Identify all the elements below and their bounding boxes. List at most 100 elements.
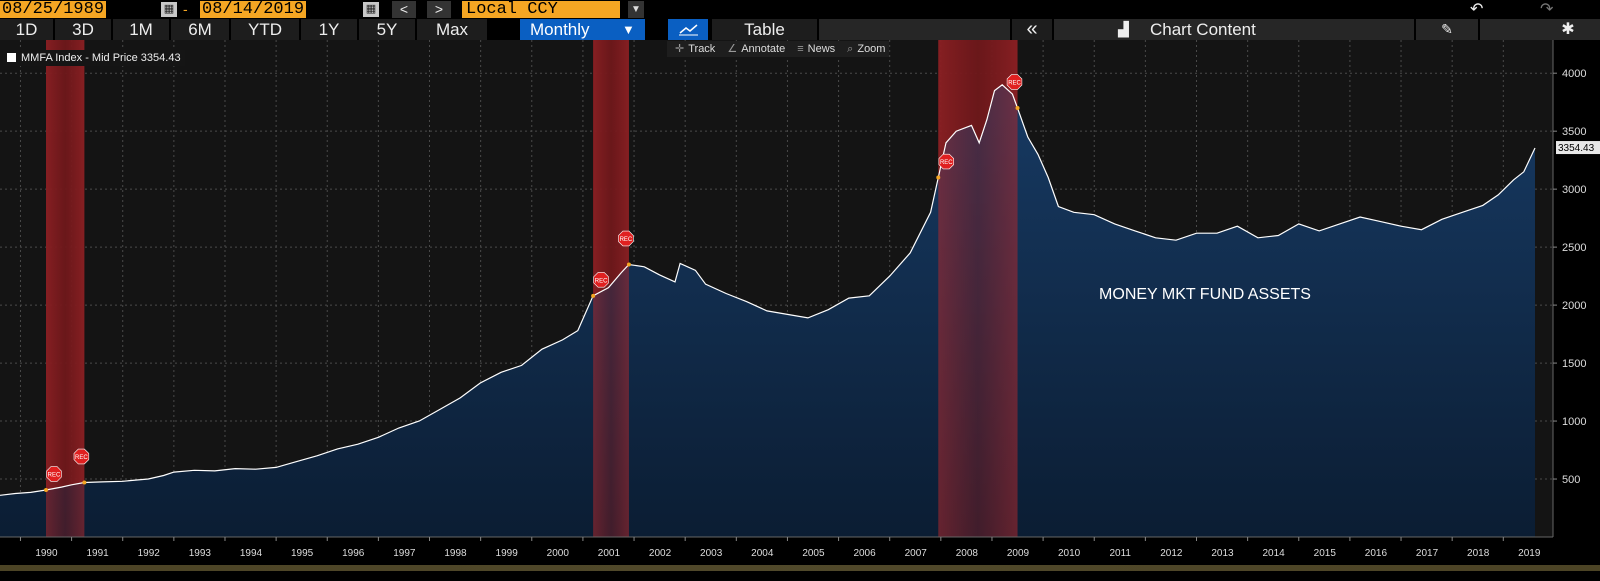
x-tick-label: 2014 — [1263, 548, 1286, 559]
recession-marker-label: REC — [75, 455, 88, 461]
track-icon: ✛ — [675, 43, 685, 55]
recession-marker — [618, 230, 634, 247]
series-line — [0, 84, 1536, 496]
last-value-label: 3354.43 — [1558, 143, 1595, 154]
previous-period-button[interactable]: < — [392, 1, 416, 18]
chart-content-button[interactable]: ▟ Chart Content — [1054, 19, 1414, 40]
x-tick-label: 1992 — [138, 548, 161, 559]
x-tick-label: 2010 — [1058, 548, 1081, 559]
recession-marker — [938, 153, 955, 170]
chart-tools: ✛ Track ∠ Annotate ≡ News ⌕ Zoom — [667, 41, 890, 57]
x-tick-label: 2015 — [1314, 548, 1337, 559]
x-tick-label: 1990 — [35, 548, 58, 559]
x-tick-label: 2011 — [1109, 548, 1131, 559]
x-tick-label: 1997 — [393, 548, 416, 559]
x-tick-label: 2001 — [598, 548, 621, 559]
recession-marker-label: REC — [1008, 80, 1021, 86]
next-period-button[interactable]: > — [427, 1, 451, 18]
recession-point — [82, 480, 87, 485]
range-button-1d[interactable]: 1D — [0, 19, 53, 40]
edit-icon[interactable]: ✎ — [1416, 19, 1478, 40]
toolbar-divider — [819, 19, 1010, 40]
recession-marker-label: REC — [620, 237, 633, 243]
x-tick-label: 2002 — [649, 548, 672, 559]
last-value-badge-bg — [1556, 141, 1600, 155]
undo-icon[interactable]: ↶ — [1470, 1, 1484, 18]
tool-zoom-button[interactable]: ⌕ Zoom — [843, 43, 885, 55]
recession-marker-label: REC — [595, 278, 608, 284]
recession-band-overlay — [593, 40, 629, 537]
x-tick-label: 1991 — [86, 548, 109, 559]
chart-content-label: Chart Content — [1150, 20, 1256, 39]
x-tick-label: 2005 — [802, 548, 825, 559]
currency-select[interactable]: Local CCY — [462, 1, 620, 18]
y-tick-label: 2000 — [1562, 300, 1586, 312]
y-axis-background — [1553, 40, 1600, 565]
range-button-max[interactable]: Max — [417, 19, 487, 40]
table-button[interactable]: Table — [712, 19, 817, 40]
x-tick-label: 1993 — [189, 548, 212, 559]
range-button-1m[interactable]: 1M — [113, 19, 169, 40]
x-tick-label: 1995 — [291, 548, 314, 559]
x-tick-label: 2000 — [547, 548, 570, 559]
x-tick-label: 2019 — [1518, 548, 1541, 559]
tool-label: News — [807, 43, 836, 55]
redo-icon[interactable]: ↷ — [1540, 1, 1554, 18]
recession-marker-label: REC — [48, 473, 61, 479]
recession-point — [591, 293, 596, 298]
x-tick-label: 2012 — [1160, 548, 1183, 559]
recession-point — [1015, 105, 1020, 110]
chart-annotation: MONEY MKT FUND ASSETS — [1099, 286, 1311, 303]
tool-news-button[interactable]: ≡ News — [793, 43, 835, 55]
y-tick-label: 3000 — [1562, 184, 1586, 196]
ticker-band — [0, 565, 1600, 571]
gear-icon[interactable]: ✱ — [1480, 19, 1600, 40]
y-tick-label: 500 — [1562, 474, 1580, 486]
chart-area[interactable]: REC REC REC REC REC REC 500 1000 1500 2000 2500 30… — [0, 40, 1600, 565]
annotate-icon: ∠ — [727, 43, 738, 55]
range-button-5y[interactable]: 5Y — [359, 19, 415, 40]
range-button-ytd[interactable]: YTD — [231, 19, 299, 40]
x-tick-label: 1996 — [342, 548, 365, 559]
range-button-6m[interactable]: 6M — [171, 19, 229, 40]
toolbar: 08/25/1989 ▦ - 08/14/2019 ▦ < > Local CC… — [0, 0, 1600, 40]
calendar-icon[interactable]: ▦ — [161, 2, 177, 17]
news-ticker-strip — [0, 565, 1600, 581]
recession-marker-label: REC — [940, 160, 953, 166]
x-tick-label: 2003 — [700, 548, 723, 559]
recession-marker — [1006, 74, 1023, 90]
calendar-icon[interactable]: ▦ — [363, 2, 379, 17]
tool-label: Annotate — [741, 43, 786, 55]
range-button-1y[interactable]: 1Y — [301, 19, 357, 40]
x-tick-label: 1998 — [444, 548, 467, 559]
range-button-3d[interactable]: 3D — [55, 19, 111, 40]
tool-label: Zoom — [857, 43, 886, 55]
y-tick-label: 1000 — [1562, 416, 1586, 428]
legend-label: MMFA Index - Mid Price 3354.43 — [21, 52, 181, 64]
series-area — [0, 84, 1535, 538]
tool-track-button[interactable]: ✛ Track — [671, 43, 715, 55]
recession-point — [626, 262, 631, 267]
recession-marker — [73, 448, 90, 465]
end-date-field[interactable]: 08/14/2019 — [200, 0, 307, 19]
x-axis-background — [0, 537, 1553, 565]
frequency-dropdown[interactable]: Monthly ▼ — [520, 19, 645, 40]
chevron-down-icon[interactable]: ▼ — [628, 1, 644, 18]
start-date-field[interactable]: 08/25/1989 — [0, 0, 107, 19]
x-tick-label: 2004 — [751, 548, 774, 559]
recession-marker — [593, 272, 609, 288]
legend: MMFA Index - Mid Price 3354.43 — [3, 50, 185, 66]
tool-annotate-button[interactable]: ∠ Annotate — [723, 43, 785, 55]
collapse-button[interactable]: « — [1012, 19, 1052, 40]
x-tick-label: 2017 — [1416, 548, 1439, 559]
last-value-badge: 3354.43 — [1556, 141, 1600, 155]
tool-label: Track — [688, 43, 716, 55]
y-tick-label: 3500 — [1562, 126, 1586, 138]
recession-point — [936, 175, 941, 180]
y-tick-label: 2500 — [1562, 242, 1586, 254]
legend-swatch — [7, 53, 16, 62]
frequency-label: Monthly — [530, 20, 590, 39]
line-chart-icon[interactable] — [668, 19, 708, 40]
date-separator: - — [183, 1, 188, 17]
recession-point — [44, 488, 49, 493]
